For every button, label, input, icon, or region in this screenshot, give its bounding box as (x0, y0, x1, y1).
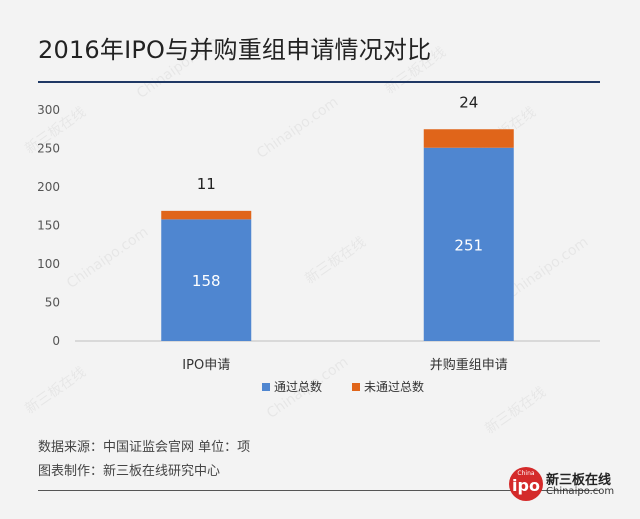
title-divider (38, 81, 600, 83)
y-tick-label: 250 (37, 142, 60, 156)
data-label-passed: 251 (454, 236, 483, 254)
y-tick-label: 200 (37, 180, 60, 194)
x-category-label: IPO申请 (182, 358, 230, 373)
legend-label-rejected: 未通过总数 (364, 379, 424, 394)
legend-swatch-passed (262, 383, 270, 391)
logo-badge-big-text: ipo (512, 476, 540, 495)
data-source-note: 数据来源：中国证监会官网 单位：项 (38, 440, 251, 455)
stacked-bar-chart: 0 50 100 150 200 250 300 158 11 IPO申请 251 24 并购重组申请通… (37, 93, 600, 394)
bar-passed (423, 147, 514, 341)
bar-rejected (423, 129, 514, 148)
legend-swatch-rejected (352, 383, 360, 391)
logo-name-en: Chinaipo.com (546, 486, 615, 497)
chinaipo-logo: China ipo 新三板在线 Chinaipo.com (509, 467, 614, 501)
legend-label-passed: 通过总数 (274, 379, 322, 394)
x-category-label: 并购重组申请 (430, 357, 508, 373)
y-tick-label: 150 (37, 219, 60, 233)
data-label-passed: 158 (192, 272, 221, 290)
footer-divider (38, 490, 600, 491)
logo-name-cn: 新三板在线 (546, 473, 612, 488)
chart-title: 2016年IPO与并购重组申请情况对比 (38, 36, 432, 64)
y-tick-label: 100 (37, 257, 60, 271)
y-tick-label: 300 (37, 103, 60, 117)
bar-rejected (161, 210, 252, 220)
data-label-rejected: 24 (459, 93, 478, 111)
data-label-rejected: 11 (197, 175, 216, 193)
logo-badge-small-text: China (517, 470, 535, 477)
y-tick-label: 50 (45, 296, 60, 310)
chart-credit-note: 图表制作：新三板在线研究中心 (38, 464, 221, 479)
y-tick-label: 0 (52, 334, 60, 348)
bar-passed (161, 219, 252, 341)
logo-badge: China ipo (509, 467, 543, 501)
